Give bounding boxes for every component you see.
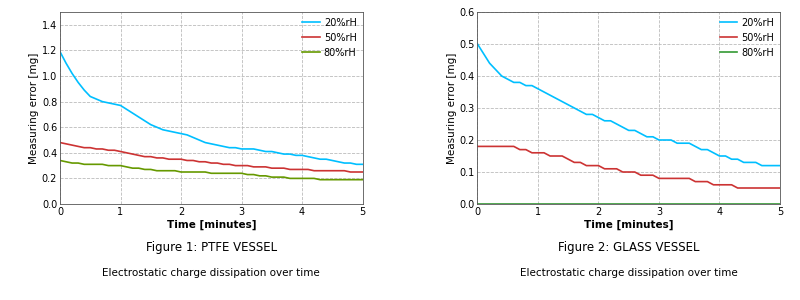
50%rH (255, 165, 265, 169)
80%rH (539, 202, 549, 206)
50%rH (733, 186, 742, 190)
50%rH (473, 145, 482, 148)
20%rH (757, 164, 766, 167)
80%rH (473, 202, 482, 206)
20%rH (473, 42, 482, 46)
20%rH (690, 145, 700, 148)
80%rH (273, 175, 282, 179)
80%rH (690, 202, 700, 206)
Legend: 20%rH, 50%rH, 80%rH: 20%rH, 50%rH, 80%rH (298, 14, 361, 61)
80%rH (152, 169, 162, 172)
50%rH (352, 170, 362, 174)
Y-axis label: Measuring error [mg]: Measuring error [mg] (446, 52, 457, 164)
50%rH (55, 141, 65, 144)
50%rH (563, 158, 573, 161)
80%rH (570, 202, 579, 206)
50%rH (769, 186, 778, 190)
80%rH (315, 178, 325, 181)
20%rH (570, 106, 579, 110)
X-axis label: Time [minutes]: Time [minutes] (166, 220, 256, 230)
20%rH (358, 163, 367, 166)
20%rH (346, 161, 355, 165)
50%rH (152, 156, 162, 160)
50%rH (122, 151, 131, 154)
Text: Electrostatic charge dissipation over time: Electrostatic charge dissipation over ti… (520, 268, 738, 278)
20%rH (563, 103, 573, 106)
20%rH (775, 164, 785, 167)
50%rH (570, 160, 579, 164)
Line: 50%rH: 50%rH (478, 146, 780, 188)
20%rH (146, 123, 155, 126)
20%rH (255, 148, 265, 152)
Line: 50%rH: 50%rH (60, 142, 362, 172)
50%rH (358, 170, 367, 174)
80%rH (55, 159, 65, 162)
Legend: 20%rH, 50%rH, 80%rH: 20%rH, 50%rH, 80%rH (716, 14, 778, 61)
80%rH (358, 178, 367, 181)
Text: Electrostatic charge dissipation over time: Electrostatic charge dissipation over ti… (102, 268, 320, 278)
80%rH (146, 168, 155, 171)
20%rH (55, 50, 65, 53)
20%rH (152, 125, 162, 129)
20%rH (672, 141, 682, 145)
80%rH (563, 202, 573, 206)
X-axis label: Time [minutes]: Time [minutes] (584, 220, 674, 230)
50%rH (690, 180, 700, 183)
50%rH (672, 177, 682, 180)
50%rH (146, 155, 155, 158)
20%rH (539, 90, 549, 94)
Text: Figure 2: GLASS VESSEL: Figure 2: GLASS VESSEL (558, 242, 699, 254)
Text: Figure 1: PTFE VESSEL: Figure 1: PTFE VESSEL (146, 242, 277, 254)
20%rH (273, 151, 282, 154)
80%rH (122, 165, 131, 169)
20%rH (769, 164, 778, 167)
50%rH (775, 186, 785, 190)
80%rH (769, 202, 778, 206)
50%rH (346, 170, 355, 174)
80%rH (352, 178, 362, 181)
50%rH (539, 151, 549, 154)
Y-axis label: Measuring error [mg]: Measuring error [mg] (29, 52, 39, 164)
Line: 80%rH: 80%rH (60, 160, 362, 180)
80%rH (672, 202, 682, 206)
80%rH (255, 174, 265, 178)
50%rH (273, 167, 282, 170)
Line: 20%rH: 20%rH (60, 52, 362, 164)
80%rH (775, 202, 785, 206)
20%rH (352, 163, 362, 166)
Line: 20%rH: 20%rH (478, 44, 780, 166)
20%rH (122, 107, 131, 111)
